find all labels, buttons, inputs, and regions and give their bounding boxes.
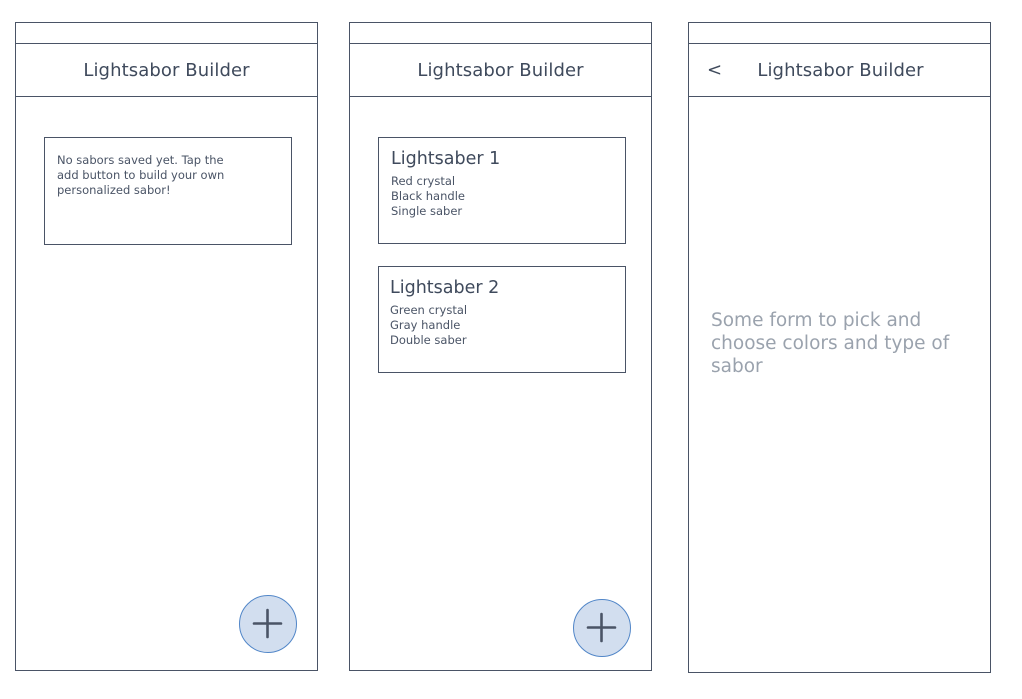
status-bar	[16, 23, 317, 44]
back-button[interactable]: <	[707, 59, 723, 81]
phone-screen-empty: Lightsabor Builder No sabors saved yet. …	[15, 22, 318, 671]
saber-crystal: Green crystal	[390, 303, 468, 317]
app-title: Lightsabor Builder	[417, 59, 584, 81]
saber-handle: Black handle	[391, 189, 465, 203]
app-title: Lightsabor Builder	[757, 59, 924, 81]
add-sabor-button[interactable]	[239, 595, 297, 653]
saber-type: Double saber	[390, 333, 467, 347]
plus-icon	[586, 612, 617, 643]
app-header: < Lightsabor Builder	[689, 44, 990, 97]
app-title: Lightsabor Builder	[83, 59, 250, 81]
add-sabor-button[interactable]	[573, 599, 631, 657]
saber-name: Lightsaber 2	[390, 278, 500, 298]
plus-icon	[252, 608, 283, 639]
saber-crystal: Red crystal	[391, 174, 456, 188]
saber-handle: Gray handle	[390, 318, 461, 332]
saber-name: Lightsaber 1	[391, 149, 501, 169]
phone-screen-list: Lightsabor Builder Lightsaber 1 Red crys…	[349, 22, 652, 671]
status-bar	[350, 23, 651, 44]
saber-type: Single saber	[391, 204, 463, 218]
status-bar	[689, 23, 990, 44]
phone-screen-builder: < Lightsabor Builder Some form to pick a…	[688, 22, 991, 673]
form-placeholder-text: Some form to pick and choose colors and …	[711, 310, 950, 377]
app-header: Lightsabor Builder	[350, 44, 651, 97]
empty-state-message: No sabors saved yet. Tap the add button …	[57, 153, 225, 197]
empty-state-card: No sabors saved yet. Tap the add button …	[44, 137, 292, 245]
saber-card[interactable]: Lightsaber 1 Red crystal Black handle Si…	[378, 137, 626, 244]
app-header: Lightsabor Builder	[16, 44, 317, 97]
saber-card[interactable]: Lightsaber 2 Green crystal Gray handle D…	[378, 266, 626, 373]
